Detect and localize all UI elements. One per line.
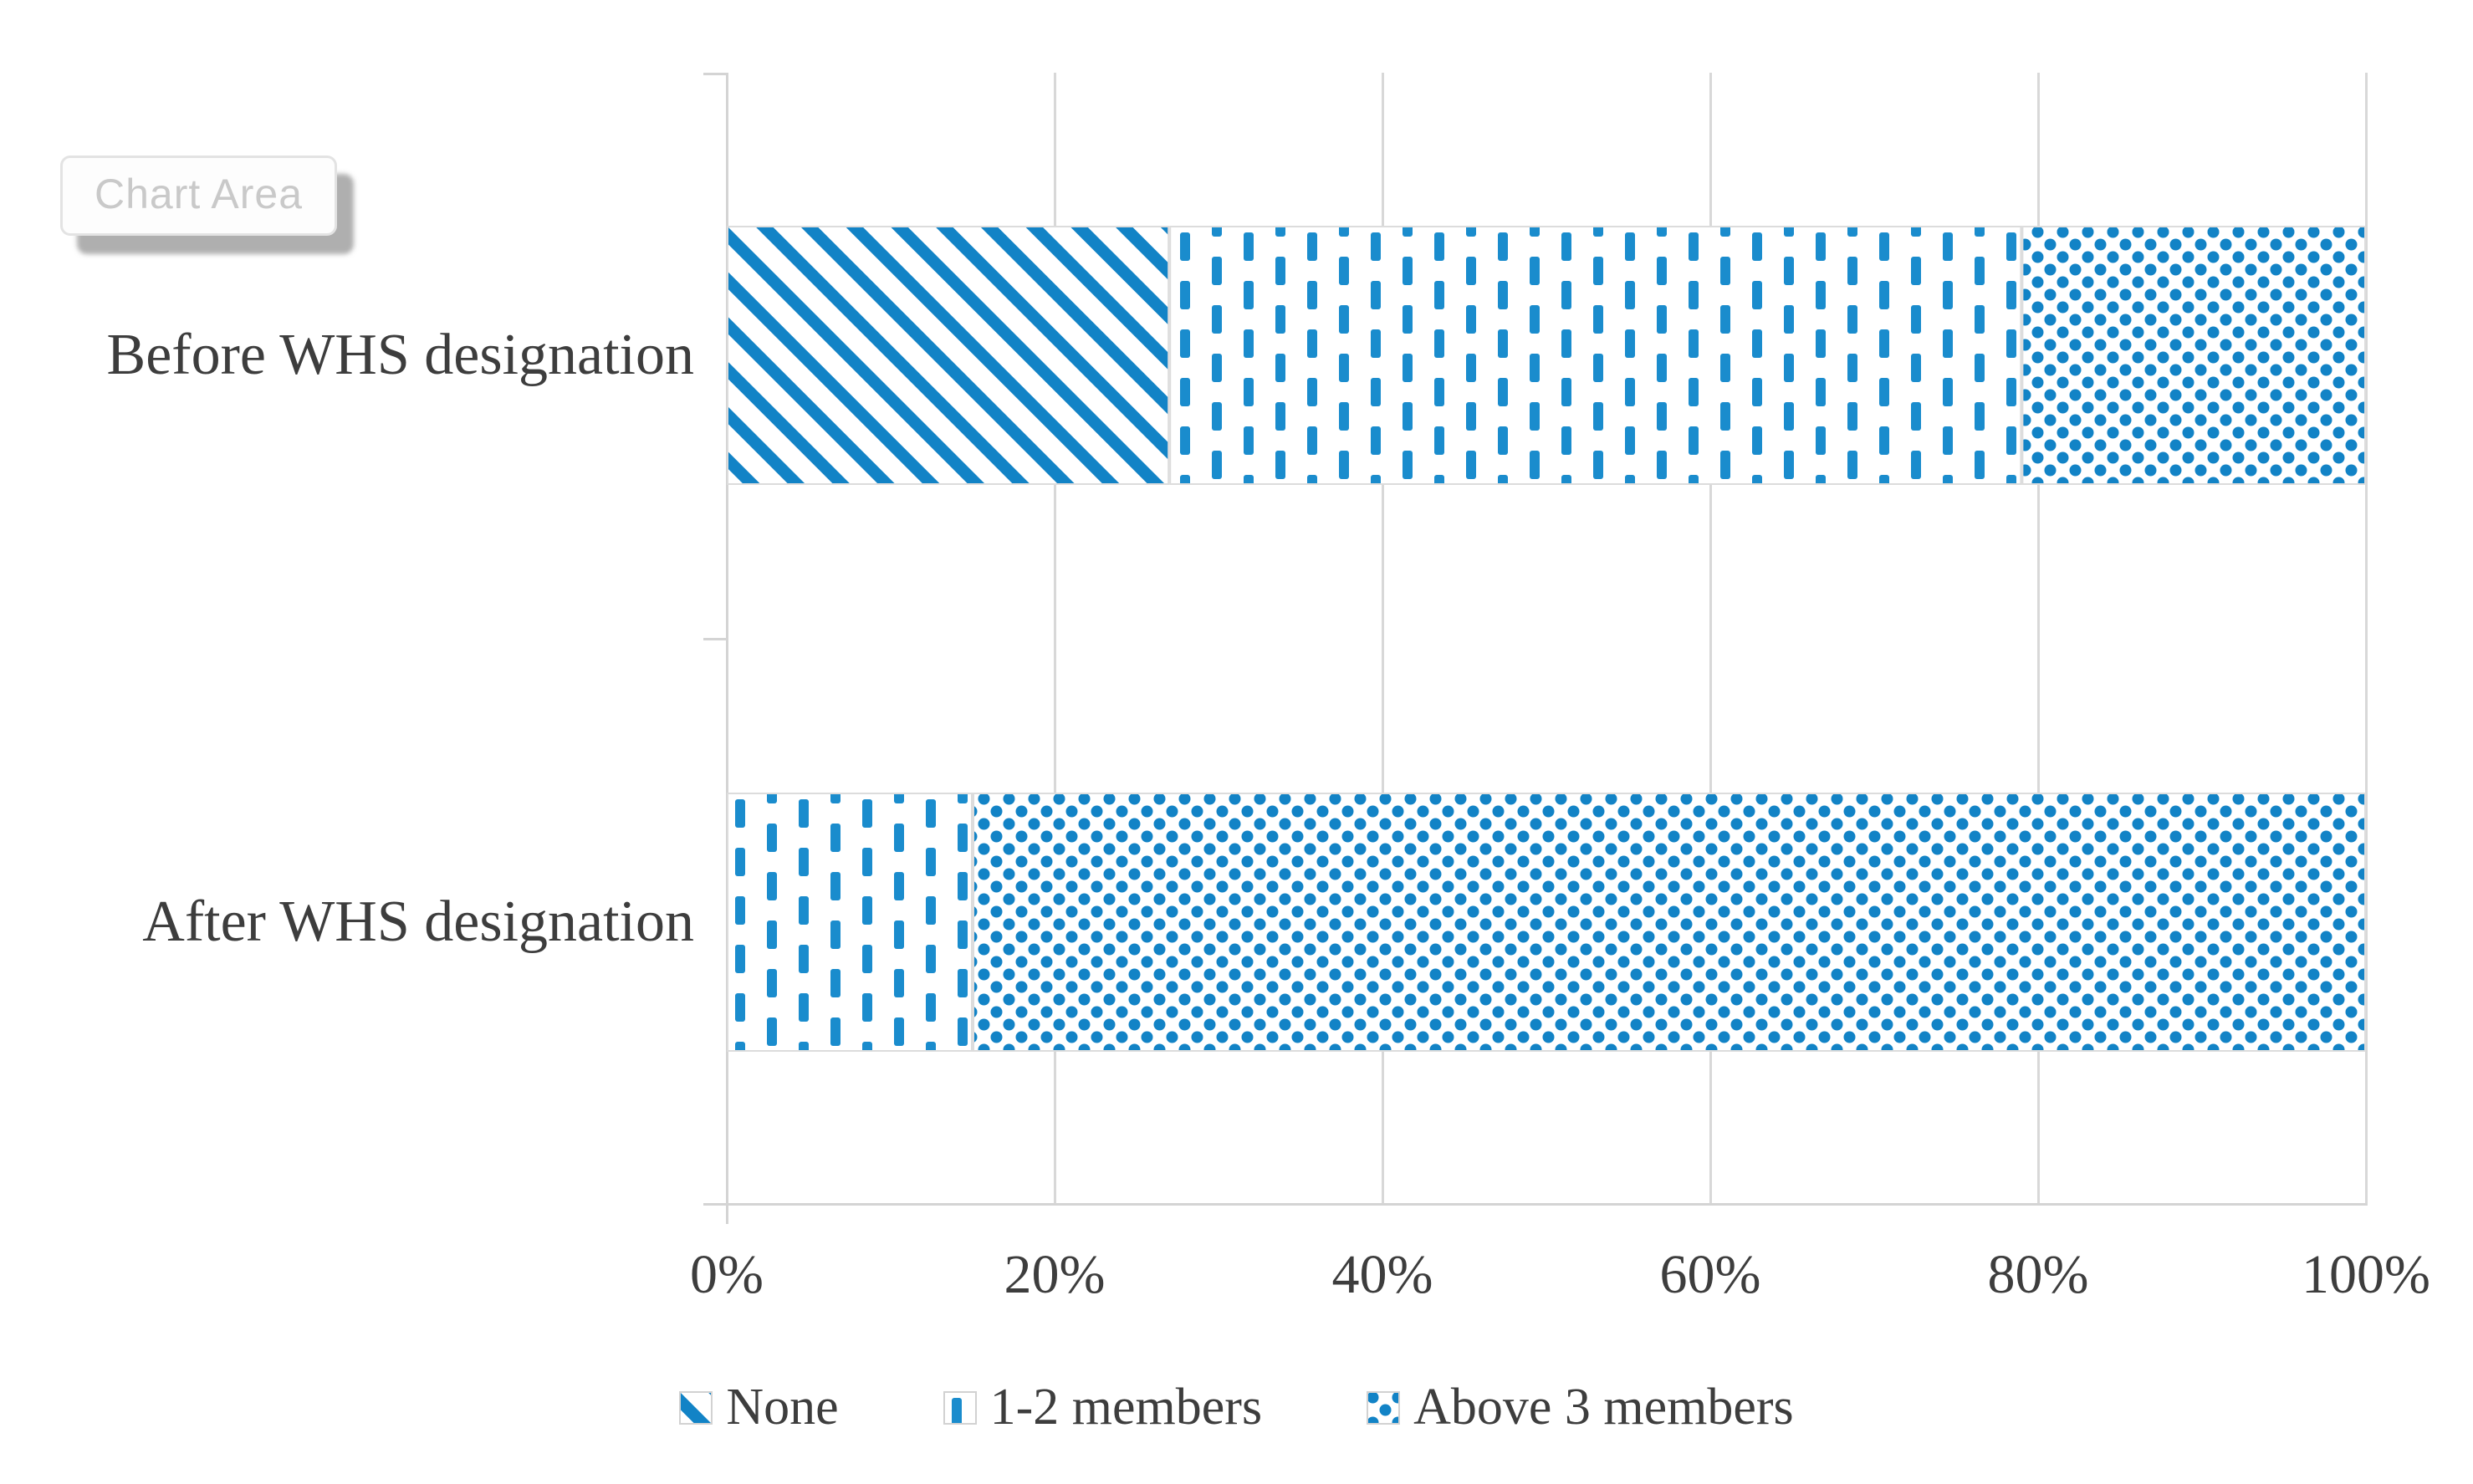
legend-item-none[interactable]: None	[679, 1378, 839, 1437]
legend-label-none: None	[726, 1379, 839, 1436]
gridline	[1054, 73, 1056, 1206]
gridline	[2037, 73, 2040, 1206]
segment-above3-after[interactable]	[973, 793, 2366, 1052]
gridline	[1382, 73, 1384, 1206]
category-label-before: Before WHS designation	[106, 323, 694, 387]
axis-tick	[703, 1203, 727, 1206]
category-axis-line	[726, 73, 728, 1224]
x-axis-tick-label: 80%	[1987, 1244, 2089, 1305]
legend-label-above-3-members: Above 3 members	[1413, 1379, 1794, 1436]
x-axis-labels: 0% 20% 40% 60% 80% 100%	[690, 1243, 2430, 1318]
category-label-after: After WHS designation	[142, 890, 694, 954]
legend-swatch-dash-icon	[943, 1390, 977, 1425]
segment-1-2-after[interactable]	[727, 793, 973, 1052]
legend-swatch-dots-icon	[1367, 1390, 1401, 1425]
legend-label-1-2-members: 1-2 members	[989, 1379, 1263, 1436]
chart-area-tooltip-label: Chart Area	[95, 171, 304, 217]
bar-before-whs[interactable]	[727, 226, 2366, 485]
segment-1-2-before[interactable]	[1169, 226, 2022, 485]
gridline	[2365, 73, 2368, 1206]
segment-above3-before[interactable]	[2021, 226, 2366, 485]
plot-area[interactable]	[703, 73, 2368, 1224]
chart-area-tooltip: Chart Area	[60, 156, 338, 236]
axis-tick	[703, 638, 727, 640]
legend: None 1-2 members Above 3 members	[0, 1378, 2473, 1437]
x-axis-tick-label: 0%	[690, 1244, 764, 1305]
axis-tick	[703, 73, 727, 75]
x-axis-tick-label: 40%	[1331, 1244, 1433, 1305]
x-axis-tick-label: 60%	[1659, 1244, 1761, 1305]
segment-none-before[interactable]	[727, 226, 1170, 485]
gridline	[1709, 73, 1712, 1206]
legend-item-1-2-members[interactable]: 1-2 members	[943, 1378, 1262, 1437]
value-axis-line	[726, 1203, 2367, 1206]
x-axis-tick-label: 20%	[1004, 1244, 1106, 1305]
x-axis-tick-label: 100%	[2302, 1244, 2430, 1305]
legend-item-above-3-members[interactable]: Above 3 members	[1367, 1378, 1794, 1437]
legend-swatch-hatch-icon	[679, 1390, 713, 1425]
bar-after-whs[interactable]	[727, 793, 2366, 1052]
